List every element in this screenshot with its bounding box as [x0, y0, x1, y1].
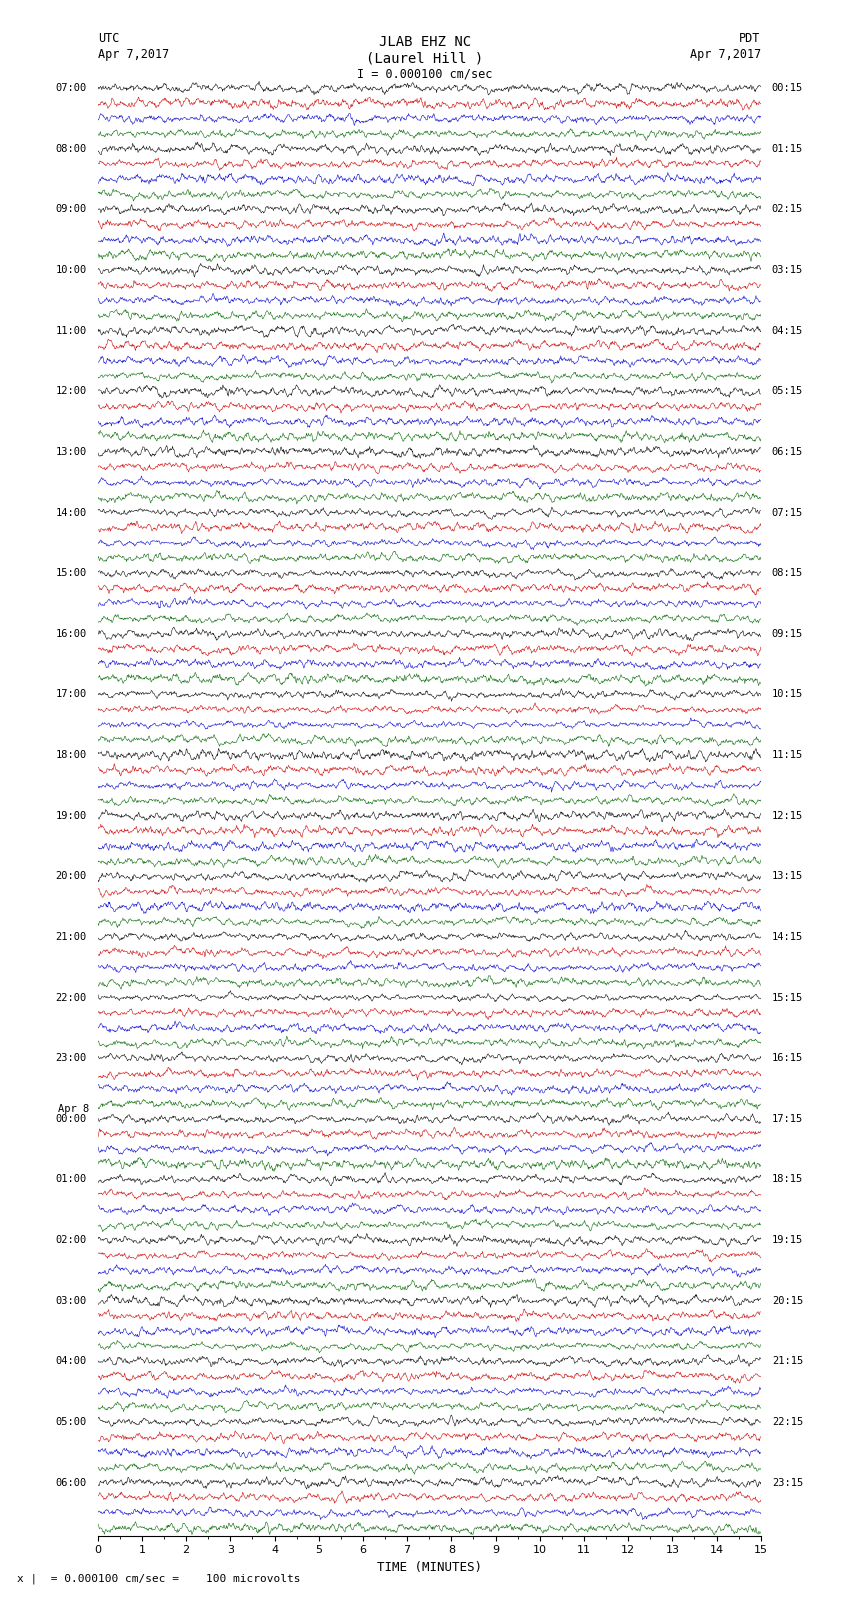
- Text: 16:15: 16:15: [772, 1053, 803, 1063]
- Text: x |  = 0.000100 cm/sec =    100 microvolts: x | = 0.000100 cm/sec = 100 microvolts: [17, 1573, 301, 1584]
- Text: 21:15: 21:15: [772, 1357, 803, 1366]
- Text: 13:15: 13:15: [772, 871, 803, 881]
- Text: 10:00: 10:00: [55, 265, 87, 276]
- Text: 14:15: 14:15: [772, 932, 803, 942]
- Text: 16:00: 16:00: [55, 629, 87, 639]
- Text: Apr 8: Apr 8: [58, 1105, 89, 1115]
- Text: (Laurel Hill ): (Laurel Hill ): [366, 52, 484, 66]
- Text: 05:15: 05:15: [772, 387, 803, 397]
- Text: 03:15: 03:15: [772, 265, 803, 276]
- Text: 22:15: 22:15: [772, 1416, 803, 1428]
- Text: 15:15: 15:15: [772, 992, 803, 1003]
- Text: 21:00: 21:00: [55, 932, 87, 942]
- Text: 19:15: 19:15: [772, 1236, 803, 1245]
- Text: 06:00: 06:00: [55, 1478, 87, 1487]
- Text: 20:15: 20:15: [772, 1295, 803, 1305]
- Text: 08:00: 08:00: [55, 144, 87, 153]
- Text: JLAB EHZ NC: JLAB EHZ NC: [379, 35, 471, 50]
- Text: 01:00: 01:00: [55, 1174, 87, 1184]
- Text: 18:15: 18:15: [772, 1174, 803, 1184]
- Text: 05:00: 05:00: [55, 1416, 87, 1428]
- Text: I = 0.000100 cm/sec: I = 0.000100 cm/sec: [357, 68, 493, 81]
- Text: 10:15: 10:15: [772, 689, 803, 700]
- Text: 17:00: 17:00: [55, 689, 87, 700]
- Text: Apr 7,2017: Apr 7,2017: [689, 48, 761, 61]
- Text: Apr 7,2017: Apr 7,2017: [98, 48, 169, 61]
- Text: 00:15: 00:15: [772, 84, 803, 94]
- Text: UTC: UTC: [98, 32, 119, 45]
- Text: 09:15: 09:15: [772, 629, 803, 639]
- Text: 03:00: 03:00: [55, 1295, 87, 1305]
- X-axis label: TIME (MINUTES): TIME (MINUTES): [377, 1561, 482, 1574]
- Text: 23:00: 23:00: [55, 1053, 87, 1063]
- Text: 11:00: 11:00: [55, 326, 87, 336]
- Text: 02:15: 02:15: [772, 205, 803, 215]
- Text: 19:00: 19:00: [55, 811, 87, 821]
- Text: 00:00: 00:00: [55, 1115, 87, 1124]
- Text: 07:00: 07:00: [55, 84, 87, 94]
- Text: 13:00: 13:00: [55, 447, 87, 456]
- Text: 04:15: 04:15: [772, 326, 803, 336]
- Text: 22:00: 22:00: [55, 992, 87, 1003]
- Text: 15:00: 15:00: [55, 568, 87, 577]
- Text: 11:15: 11:15: [772, 750, 803, 760]
- Text: 14:00: 14:00: [55, 508, 87, 518]
- Text: 07:15: 07:15: [772, 508, 803, 518]
- Text: 20:00: 20:00: [55, 871, 87, 881]
- Text: 02:00: 02:00: [55, 1236, 87, 1245]
- Text: 12:00: 12:00: [55, 387, 87, 397]
- Text: 01:15: 01:15: [772, 144, 803, 153]
- Text: 17:15: 17:15: [772, 1115, 803, 1124]
- Text: 23:15: 23:15: [772, 1478, 803, 1487]
- Text: 04:00: 04:00: [55, 1357, 87, 1366]
- Text: 08:15: 08:15: [772, 568, 803, 577]
- Text: 06:15: 06:15: [772, 447, 803, 456]
- Text: 18:00: 18:00: [55, 750, 87, 760]
- Text: PDT: PDT: [740, 32, 761, 45]
- Text: 09:00: 09:00: [55, 205, 87, 215]
- Text: 12:15: 12:15: [772, 811, 803, 821]
